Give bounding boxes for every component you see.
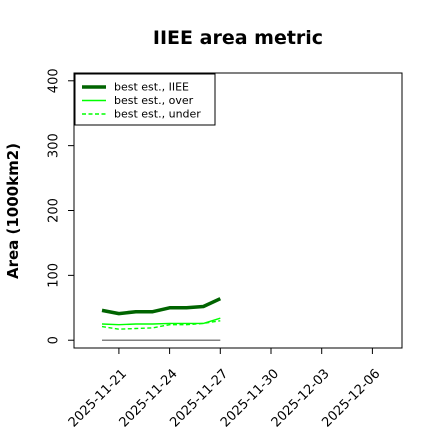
y-tick-label: 300 [47, 133, 62, 158]
chart-title: IIEE area metric [153, 27, 323, 49]
series-line-best-est-iiee [101, 297, 222, 316]
y-tick-label: 400 [47, 68, 62, 93]
x-axis: 2025-11-212025-11-242025-11-272025-11-30… [66, 348, 383, 430]
y-axis-label: Area (1000km2) [4, 143, 22, 279]
y-tick-label: 100 [47, 263, 62, 288]
legend-label: best est., IIEE [114, 81, 189, 94]
series-line-best-est-over [101, 317, 221, 326]
legend-label: best est., under [114, 108, 201, 121]
plot-area [101, 297, 222, 341]
legend-label: best est., over [114, 94, 194, 107]
y-tick-label: 0 [47, 336, 62, 344]
y-axis: 0 100 200 300 400 [47, 68, 74, 344]
legend-box [74, 73, 216, 126]
y-tick-label: 200 [47, 198, 62, 223]
